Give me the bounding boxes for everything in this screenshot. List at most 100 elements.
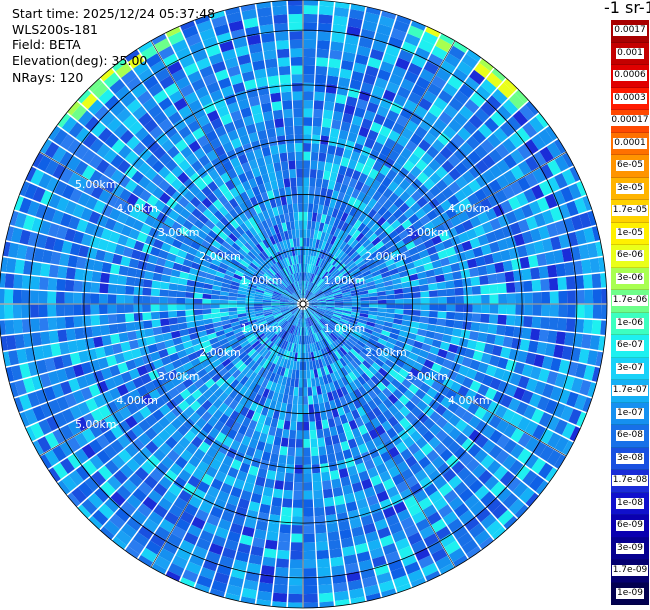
range-gate-cell <box>225 179 236 191</box>
range-gate-cell <box>257 376 265 386</box>
range-gate-cell <box>497 238 509 251</box>
range-gate-cell <box>276 347 283 357</box>
range-gate-cell <box>124 165 138 179</box>
range-gate-cell <box>578 244 590 260</box>
range-gate-cell <box>419 476 433 490</box>
range-gate-cell <box>203 283 213 290</box>
range-gate-cell <box>332 111 344 122</box>
range-gate-cell <box>343 304 353 307</box>
range-gate-cell <box>283 420 291 430</box>
range-gate-cell <box>413 146 426 159</box>
range-gate-cell <box>239 534 253 546</box>
range-gate-cell <box>242 343 252 351</box>
range-gate-cell <box>385 551 401 564</box>
range-gate-cell <box>361 145 372 157</box>
range-gate-cell <box>404 70 419 84</box>
range-gate-cell <box>307 307 315 314</box>
range-gate-cell <box>269 363 276 373</box>
range-gate-cell <box>317 307 326 310</box>
range-gate-cell <box>575 290 585 304</box>
range-gate-cell <box>460 329 471 339</box>
range-gate-cell <box>19 197 32 214</box>
range-gate-cell <box>434 242 446 253</box>
range-gate-cell <box>276 549 290 560</box>
range-gate-cell <box>442 468 457 483</box>
range-gate-cell <box>354 274 364 281</box>
range-gate-cell <box>287 256 293 266</box>
range-gate-cell <box>313 342 319 352</box>
range-gate-cell <box>374 563 390 576</box>
range-gate-cell <box>159 75 175 90</box>
range-gate-cell <box>349 348 359 357</box>
range-gate-cell <box>428 578 446 593</box>
range-gate-cell <box>60 457 75 474</box>
range-gate-cell <box>257 318 267 324</box>
range-gate-cell <box>291 65 303 75</box>
range-gate-cell <box>158 497 173 511</box>
range-gate-cell <box>293 387 299 396</box>
range-gate-cell <box>523 316 533 328</box>
range-gate-cell <box>255 291 264 296</box>
range-gate-cell <box>103 251 115 263</box>
range-gate-cell <box>175 365 186 376</box>
range-gate-cell <box>474 529 491 546</box>
range-gate-cell <box>238 424 248 436</box>
range-gate-cell <box>279 281 287 289</box>
range-gate-cell <box>140 45 158 61</box>
range-gate-cell <box>293 490 303 500</box>
range-gate-cell <box>461 53 478 69</box>
range-gate-cell <box>441 435 455 448</box>
range-gate-cell <box>158 118 173 132</box>
range-gate-cell <box>395 441 408 454</box>
range-gate-cell <box>538 180 553 196</box>
range-gate-cell <box>238 385 248 396</box>
range-gate-cell <box>287 447 296 457</box>
range-gate-cell <box>219 40 234 53</box>
range-gate-cell <box>175 547 192 561</box>
range-gate-cell <box>309 273 313 282</box>
range-gate-cell <box>219 308 229 313</box>
range-gate-cell <box>182 340 193 350</box>
range-gate-cell <box>307 294 315 301</box>
range-gate-cell <box>305 309 309 318</box>
range-gate-cell <box>372 190 383 202</box>
range-gate-cell <box>263 291 273 296</box>
range-gate-cell <box>558 290 568 304</box>
range-gate-cell <box>138 446 153 461</box>
range-gate-cell <box>171 430 184 443</box>
range-gate-cell <box>107 294 117 304</box>
range-gate-cell <box>346 277 356 284</box>
range-gate-cell <box>281 269 288 278</box>
range-gate-cell <box>314 289 322 296</box>
range-gate-cell <box>412 236 424 247</box>
range-gate-cell <box>13 274 23 289</box>
range-gate-cell <box>237 54 251 66</box>
colorbar-swatch: 1e-05 <box>611 222 649 245</box>
range-gate-cell <box>278 339 285 348</box>
range-gate-cell <box>284 267 290 276</box>
range-gate-cell <box>52 445 67 462</box>
range-gate-cell <box>61 184 75 200</box>
range-gate-cell <box>187 246 198 256</box>
range-gate-cell <box>210 506 224 519</box>
range-gate-cell <box>234 432 245 444</box>
range-gate-cell <box>319 402 326 412</box>
range-gate-cell <box>278 318 286 326</box>
range-gate-cell <box>561 422 576 439</box>
colorbar-swatch: 6e-09 <box>611 515 649 538</box>
range-gate-cell <box>100 228 113 241</box>
range-gate-cell <box>355 462 367 474</box>
azimuth-spoke <box>302 303 456 568</box>
range-gate-cell <box>138 147 153 162</box>
range-gate-cell <box>463 304 473 313</box>
range-gate-cell <box>314 506 325 517</box>
range-gate-cell <box>218 231 228 241</box>
range-gate-cell <box>429 185 442 197</box>
range-gate-cell <box>311 377 316 388</box>
range-gate-cell <box>335 275 345 282</box>
range-gate-cell <box>198 353 209 363</box>
range-gate-cell <box>222 455 234 467</box>
range-gate-cell <box>210 299 220 304</box>
range-gate-cell <box>200 373 212 384</box>
range-gate-cell <box>275 31 289 42</box>
